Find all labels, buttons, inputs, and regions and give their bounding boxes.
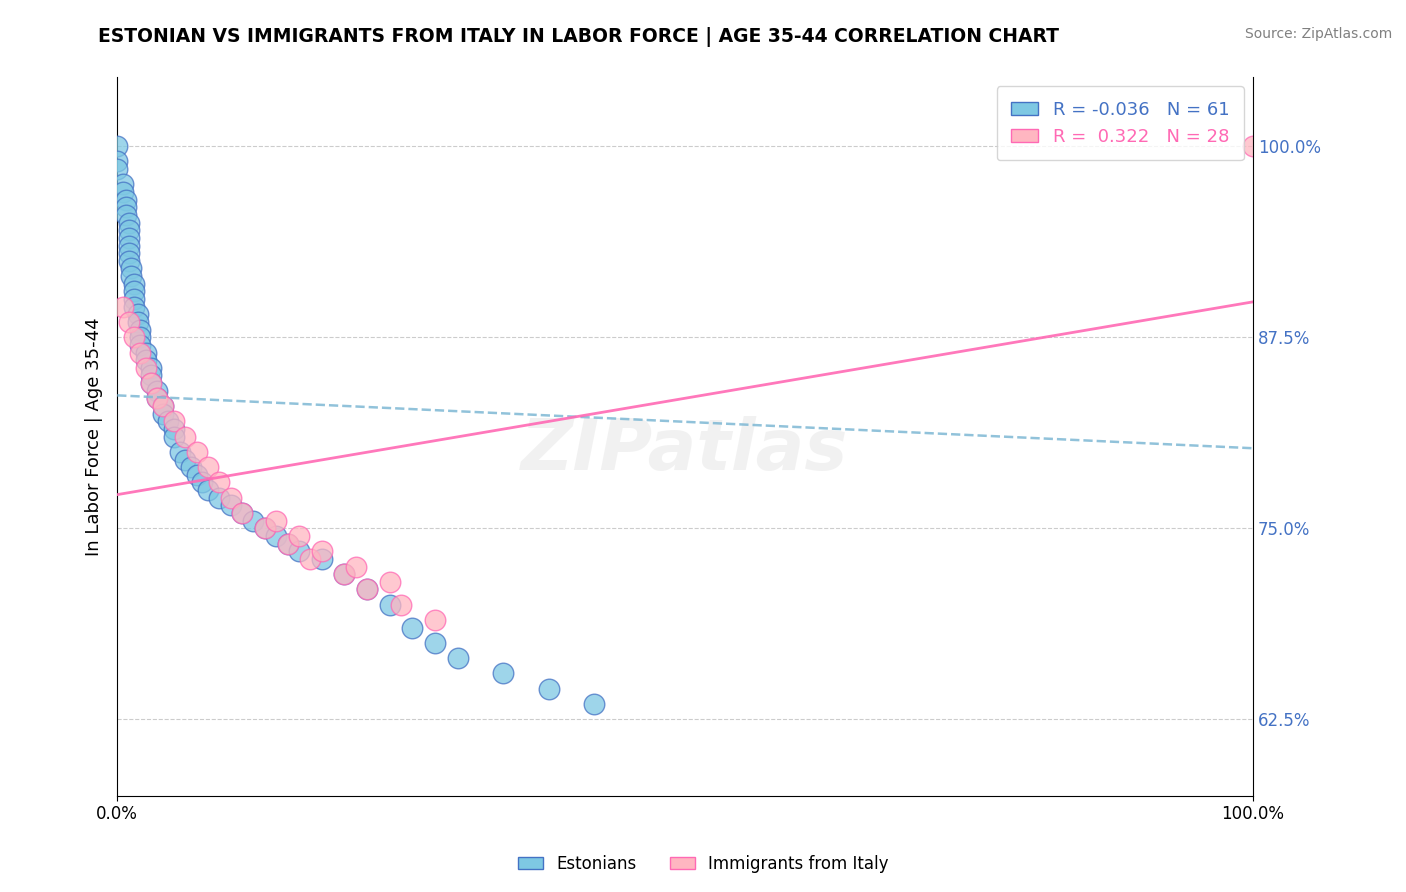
Point <box>152 399 174 413</box>
Point <box>197 483 219 497</box>
Point <box>127 307 149 321</box>
Point <box>111 178 134 192</box>
Point <box>311 544 333 558</box>
Point <box>129 330 152 344</box>
Point <box>135 345 157 359</box>
Point <box>163 414 186 428</box>
Point <box>277 536 299 550</box>
Point <box>117 231 139 245</box>
Point <box>264 514 287 528</box>
Point <box>120 261 142 276</box>
Point <box>157 414 180 428</box>
Text: ESTONIAN VS IMMIGRANTS FROM ITALY IN LABOR FORCE | AGE 35-44 CORRELATION CHART: ESTONIAN VS IMMIGRANTS FROM ITALY IN LAB… <box>98 27 1059 46</box>
Point <box>105 154 128 169</box>
Point <box>122 285 145 299</box>
Point <box>253 521 276 535</box>
Point <box>146 384 169 398</box>
Point <box>208 491 231 505</box>
Point <box>277 536 299 550</box>
Point <box>152 407 174 421</box>
Point <box>163 429 186 443</box>
Point <box>401 621 423 635</box>
Point <box>231 506 253 520</box>
Point <box>537 681 560 696</box>
Y-axis label: In Labor Force | Age 35-44: In Labor Force | Age 35-44 <box>86 318 103 556</box>
Point <box>333 567 356 582</box>
Point <box>169 445 191 459</box>
Point <box>122 330 145 344</box>
Point <box>219 499 242 513</box>
Point <box>115 200 138 214</box>
Point <box>105 139 128 153</box>
Point <box>356 582 378 597</box>
Point <box>333 567 356 582</box>
Point <box>583 697 606 711</box>
Point <box>197 460 219 475</box>
Point <box>141 376 163 390</box>
Point <box>219 491 242 505</box>
Point <box>135 360 157 375</box>
Point <box>447 651 470 665</box>
Point <box>117 315 139 329</box>
Point <box>129 345 152 359</box>
Point <box>122 277 145 291</box>
Point <box>141 360 163 375</box>
Point <box>180 460 202 475</box>
Point <box>120 269 142 284</box>
Point <box>492 666 515 681</box>
Point <box>344 559 367 574</box>
Point <box>299 552 322 566</box>
Point <box>378 598 401 612</box>
Point <box>117 216 139 230</box>
Point <box>208 475 231 490</box>
Point <box>356 582 378 597</box>
Point <box>141 368 163 383</box>
Legend: Estonians, Immigrants from Italy: Estonians, Immigrants from Italy <box>510 848 896 880</box>
Point <box>186 445 208 459</box>
Point <box>111 300 134 314</box>
Point <box>288 544 311 558</box>
Point <box>1241 139 1264 153</box>
Point <box>117 223 139 237</box>
Legend: R = -0.036   N = 61, R =  0.322   N = 28: R = -0.036 N = 61, R = 0.322 N = 28 <box>997 87 1244 161</box>
Point <box>146 392 169 406</box>
Text: ZIPatlas: ZIPatlas <box>522 417 849 485</box>
Point <box>242 514 264 528</box>
Point <box>163 422 186 436</box>
Point <box>141 376 163 390</box>
Point <box>122 300 145 314</box>
Point <box>311 552 333 566</box>
Point <box>264 529 287 543</box>
Point <box>152 399 174 413</box>
Point <box>389 598 412 612</box>
Point <box>117 238 139 252</box>
Point <box>425 613 447 627</box>
Point <box>186 467 208 482</box>
Point <box>174 452 197 467</box>
Point <box>117 246 139 260</box>
Point <box>111 185 134 199</box>
Text: Source: ZipAtlas.com: Source: ZipAtlas.com <box>1244 27 1392 41</box>
Point <box>253 521 276 535</box>
Point <box>129 338 152 352</box>
Point <box>174 429 197 443</box>
Point <box>115 208 138 222</box>
Point <box>378 574 401 589</box>
Point <box>425 636 447 650</box>
Point <box>135 353 157 368</box>
Point <box>288 529 311 543</box>
Point <box>115 193 138 207</box>
Point <box>127 315 149 329</box>
Point <box>105 162 128 177</box>
Point <box>129 323 152 337</box>
Point <box>122 292 145 306</box>
Point <box>191 475 214 490</box>
Point <box>146 392 169 406</box>
Point <box>231 506 253 520</box>
Point <box>117 253 139 268</box>
